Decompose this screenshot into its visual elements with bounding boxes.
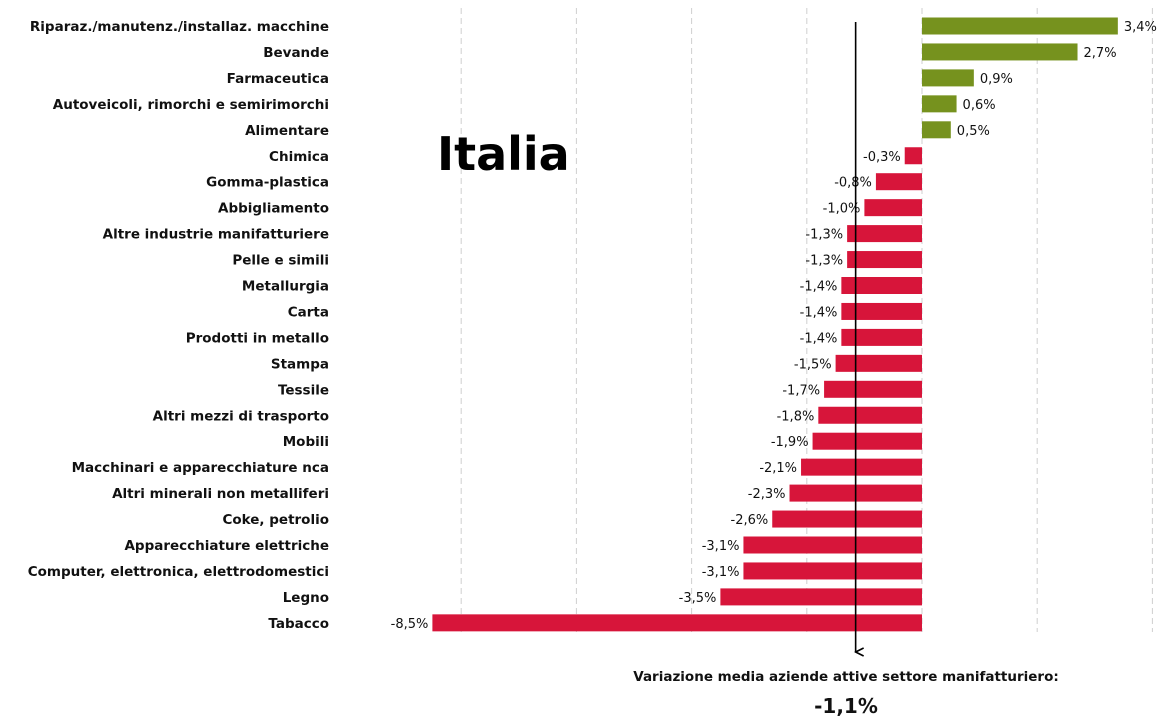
bar [847,225,922,243]
bar [875,173,922,191]
value-label: -1,3% [805,228,843,243]
value-label: -3,1% [702,539,740,554]
value-labels: 3,4% 2,7% 0,9% 0,6% 0,5% -0,3% -0,8% -1,0% -1,3%… [391,20,1157,632]
value-label: 0,9% [980,72,1013,87]
value-label: -1,9% [771,435,809,450]
value-label: -3,1% [702,565,740,580]
value-label: -3,5% [679,591,717,606]
category-label: Autoveicoli, rimorchi e semirimorchi [53,97,329,113]
category-label: Legno [283,590,329,606]
bar [812,432,922,450]
bar [864,199,922,217]
category-label: Coke, petrolio [222,512,329,528]
average-caption: Variazione media aziende attive settore … [633,669,1059,685]
bar [743,562,922,580]
bar [922,43,1078,61]
bar [922,69,974,87]
category-label: Mobili [283,434,329,450]
category-label: Computer, elettronica, elettrodomestici [28,564,329,580]
value-label: -2,1% [759,461,797,476]
category-label: Alimentare [245,123,329,139]
bar [835,354,922,372]
bar [841,277,922,294]
value-label: -0,8% [834,176,872,191]
bar [801,458,922,476]
category-label: Apparecchiature elettriche [124,538,329,554]
value-label: -1,7% [782,383,820,398]
category-label: Bevande [263,45,329,61]
bar [720,588,922,606]
bar [841,328,922,346]
bar [432,614,922,632]
bars [432,17,1118,632]
category-label: Altri mezzi di trasporto [153,408,329,424]
category-label: Farmaceutica [227,71,329,87]
bar [922,17,1118,35]
category-label: Prodotti in metallo [186,330,329,346]
category-label: Gomma-plastica [206,175,329,191]
value-label: 3,4% [1124,20,1157,35]
bar [772,510,922,528]
value-label: -1,3% [805,254,843,269]
bar [904,147,922,165]
value-label: -1,4% [800,305,838,320]
category-label: Chimica [269,149,329,165]
category-labels: Riparaz./manutenz./installaz. macchine Be… [28,19,329,632]
category-label: Pelle e simili [232,253,329,269]
category-label: Riparaz./manutenz./installaz. macchine [30,19,329,35]
value-label: -1,4% [800,331,838,346]
value-label: 2,7% [1084,46,1117,61]
bar [922,95,957,113]
value-label: -1,8% [777,409,815,424]
bar [922,121,951,139]
value-label: -0,3% [863,150,901,165]
category-label: Stampa [271,356,329,372]
bar [743,536,922,554]
value-label: -2,3% [748,487,786,502]
value-label: 0,6% [963,98,996,113]
value-label: -1,4% [800,280,838,295]
chart-title: Italia [437,127,570,181]
value-label: -2,6% [731,513,769,528]
category-label: Abbigliamento [218,201,329,217]
reference-marker: Variazione media aziende attive settore … [633,22,1059,718]
value-label: -1,0% [823,202,861,217]
category-label: Metallurgia [242,279,329,295]
bar [847,251,922,269]
category-label: Carta [288,304,329,320]
category-label: Tessile [278,382,329,398]
bar [818,406,922,424]
category-label: Macchinari e apparecchiature nca [72,460,329,476]
category-label: Altri minerali non metalliferi [112,486,329,502]
value-label: -8,5% [391,617,429,632]
average-value-label: -1,1% [814,694,878,718]
bar [841,302,922,320]
bar [824,380,922,398]
value-label: 0,5% [957,124,990,139]
value-label: -1,5% [794,357,832,372]
category-label: Tabacco [268,616,329,632]
category-label: Altre industrie manifatturiere [103,227,329,243]
